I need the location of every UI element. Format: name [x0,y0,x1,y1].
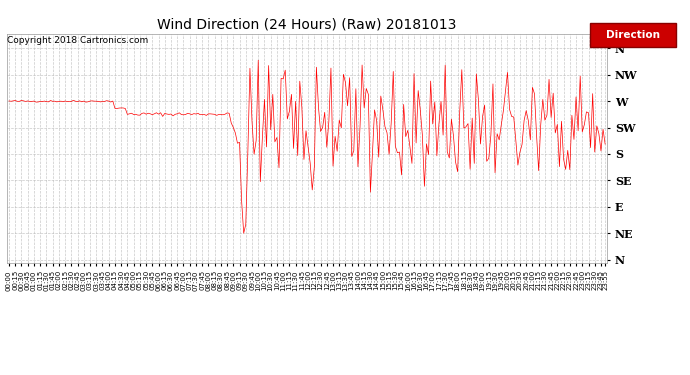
Text: Direction: Direction [606,30,660,40]
Title: Wind Direction (24 Hours) (Raw) 20181013: Wind Direction (24 Hours) (Raw) 20181013 [157,17,457,31]
Text: Copyright 2018 Cartronics.com: Copyright 2018 Cartronics.com [7,36,148,45]
